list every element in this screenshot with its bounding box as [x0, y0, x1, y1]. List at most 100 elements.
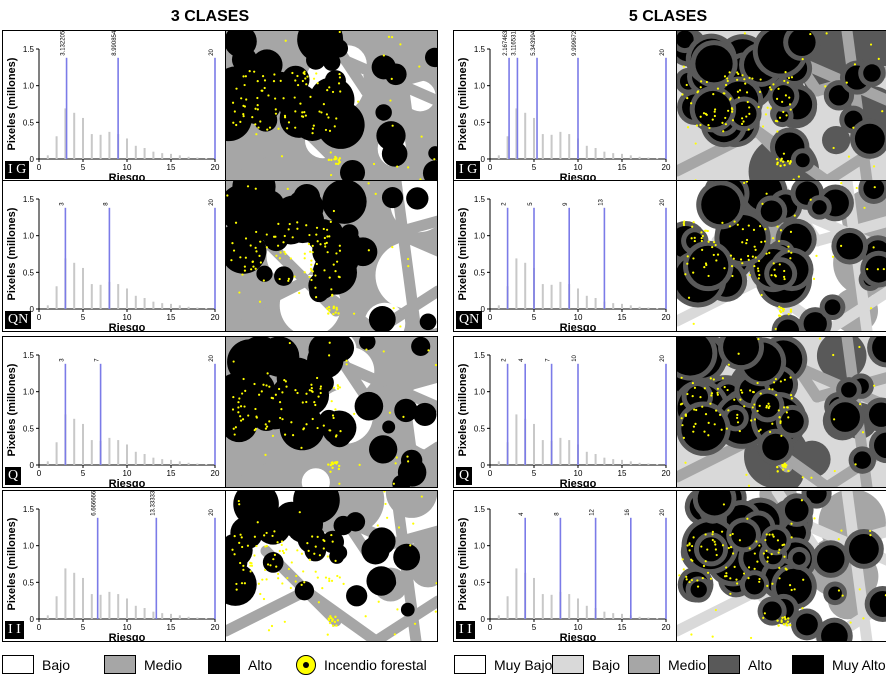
- fire-point: [777, 240, 781, 243]
- fire-point: [739, 258, 743, 261]
- fire-point: [314, 286, 317, 289]
- fire-point: [311, 251, 314, 254]
- map-region: [830, 402, 860, 432]
- histogram-bar: [568, 134, 571, 159]
- map-region: [863, 181, 885, 199]
- fire-point: [721, 121, 724, 124]
- y-tick-label: 1.5: [23, 195, 35, 204]
- fire-point: [233, 535, 236, 538]
- legend-item-muy-alto: Muy Alto: [792, 655, 886, 674]
- fire-point: [693, 236, 696, 239]
- histogram-bar: [524, 262, 527, 309]
- fire-point: [707, 240, 710, 243]
- fire-point: [406, 257, 410, 261]
- fire-point: [315, 233, 318, 236]
- y-tick-label: 1.0: [474, 542, 486, 551]
- fire-point: [239, 256, 242, 259]
- fire-point: [756, 381, 759, 385]
- fire-point: [338, 157, 342, 160]
- fire-point: [291, 236, 294, 239]
- fire-point: [278, 257, 282, 260]
- risk-map-svg: [226, 31, 437, 181]
- fire-point: [768, 430, 772, 434]
- fire-point: [244, 389, 247, 392]
- fire-point: [726, 388, 729, 392]
- fire-point: [714, 548, 717, 551]
- fire-point: [783, 163, 786, 167]
- x-tick-label: 15: [618, 623, 627, 632]
- fire-point: [687, 296, 691, 299]
- map-region: [270, 71, 292, 93]
- fire-point: [768, 251, 771, 254]
- fire-point: [769, 107, 772, 110]
- histogram-bar: [638, 616, 641, 619]
- fire-point: [278, 277, 281, 281]
- fire-point: [694, 422, 697, 425]
- threshold-label: 20: [660, 354, 666, 361]
- y-tick-label: 0.5: [474, 268, 486, 277]
- fire-point: [241, 273, 244, 276]
- x-tick-label: 0: [488, 469, 493, 478]
- fire-point: [710, 392, 714, 395]
- histogram-bar: [117, 594, 120, 619]
- fire-point: [708, 126, 711, 130]
- fire-point: [730, 265, 734, 268]
- fire-point: [778, 566, 781, 569]
- y-tick-label: 1.5: [23, 351, 35, 360]
- fire-point: [858, 588, 861, 591]
- fire-point: [328, 235, 331, 238]
- fire-point: [780, 620, 783, 624]
- fire-point: [688, 580, 691, 584]
- histogram-bar: [638, 156, 641, 159]
- histogram-bar: [161, 613, 164, 619]
- fire-point: [279, 251, 282, 254]
- x-tick-label: 10: [574, 313, 583, 322]
- map-region: [806, 491, 827, 504]
- histogram-bar: [497, 155, 500, 159]
- fire-point: [419, 178, 422, 181]
- fire-point: [242, 104, 245, 107]
- map-road: [226, 585, 312, 637]
- fire-point: [789, 308, 793, 311]
- fire-icon: [296, 655, 316, 675]
- fire-point: [747, 577, 750, 580]
- fire-point: [320, 111, 323, 114]
- risk-map-svg: [677, 31, 886, 181]
- histogram-bar: [550, 284, 553, 309]
- histogram-bar: [585, 605, 588, 619]
- fire-point: [263, 79, 267, 82]
- fire-point: [682, 222, 685, 225]
- fire-point: [781, 468, 785, 471]
- fire-point: [840, 244, 843, 247]
- fire-point: [790, 522, 793, 525]
- fire-point: [269, 564, 272, 567]
- histogram-bar: [559, 281, 562, 309]
- fire-point: [324, 245, 327, 248]
- x-axis-label: Riesgo: [109, 172, 146, 181]
- fire-point: [705, 80, 708, 84]
- method-badge: I G: [456, 161, 481, 179]
- map-region: [822, 125, 851, 155]
- method-badge: Q: [456, 467, 473, 485]
- histogram-chart: Pixeles (millones) Riesgo 0 0.5 1.0 1.5 0 5 10 15…: [454, 337, 676, 487]
- fire-point: [311, 132, 314, 135]
- fire-point: [725, 566, 728, 569]
- fire-point: [727, 109, 730, 112]
- histogram-bar: [497, 615, 500, 619]
- fire-point: [837, 538, 840, 541]
- fire-point: [277, 577, 280, 580]
- legend-swatch-alto: [708, 655, 740, 674]
- fire-point: [736, 582, 739, 585]
- fire-point: [737, 352, 740, 355]
- fire-point: [715, 259, 718, 262]
- fire-point: [690, 544, 694, 548]
- fire-point: [337, 467, 341, 471]
- fire-point: [271, 534, 274, 538]
- fire-point: [682, 436, 685, 439]
- fire-point: [323, 236, 326, 240]
- fire-point: [748, 106, 751, 109]
- fire-point: [743, 32, 747, 35]
- fire-point: [768, 86, 772, 89]
- fire-point: [259, 240, 262, 243]
- fire-point: [242, 568, 245, 571]
